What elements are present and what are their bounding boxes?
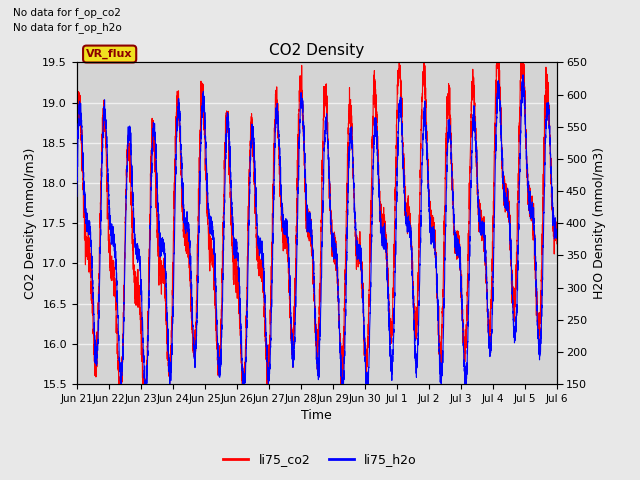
- X-axis label: Time: Time: [301, 409, 332, 422]
- Text: No data for f_op_co2: No data for f_op_co2: [13, 7, 121, 18]
- Y-axis label: CO2 Density (mmol/m3): CO2 Density (mmol/m3): [24, 147, 36, 299]
- Y-axis label: H2O Density (mmol/m3): H2O Density (mmol/m3): [593, 147, 605, 299]
- Text: VR_flux: VR_flux: [86, 49, 133, 59]
- Text: No data for f_op_h2o: No data for f_op_h2o: [13, 22, 122, 33]
- Title: CO2 Density: CO2 Density: [269, 44, 364, 59]
- Legend: li75_co2, li75_h2o: li75_co2, li75_h2o: [218, 448, 422, 471]
